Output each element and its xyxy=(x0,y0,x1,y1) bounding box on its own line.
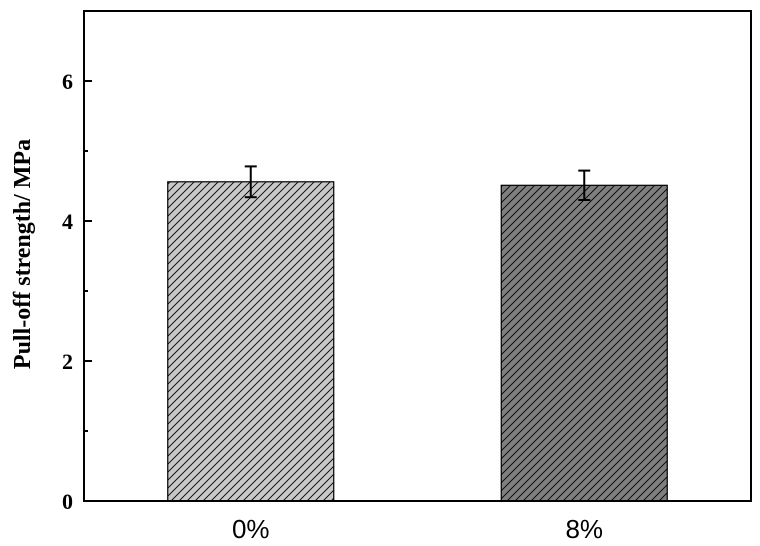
bar-2 xyxy=(500,184,668,502)
y-tick-label-0: 0 xyxy=(62,489,73,514)
bar-1 xyxy=(167,181,335,502)
y-axis: 0 2 4 6 xyxy=(62,69,92,514)
plot-frame xyxy=(83,10,752,502)
bars-layer xyxy=(167,181,668,502)
error-bar-2 xyxy=(578,169,591,201)
x-tick-label-2: 8% xyxy=(565,514,603,544)
x-axis: 0% 8% xyxy=(232,514,603,544)
y-axis-label: Pull-off strength/ MPa xyxy=(10,139,36,369)
y-tick-label-4: 4 xyxy=(62,209,73,234)
y-tick-label-2: 2 xyxy=(62,349,73,374)
error-bars-layer xyxy=(244,165,591,201)
error-bar-1 xyxy=(244,165,257,199)
x-tick-label-1: 0% xyxy=(232,514,270,544)
y-tick-label-6: 6 xyxy=(62,69,73,94)
